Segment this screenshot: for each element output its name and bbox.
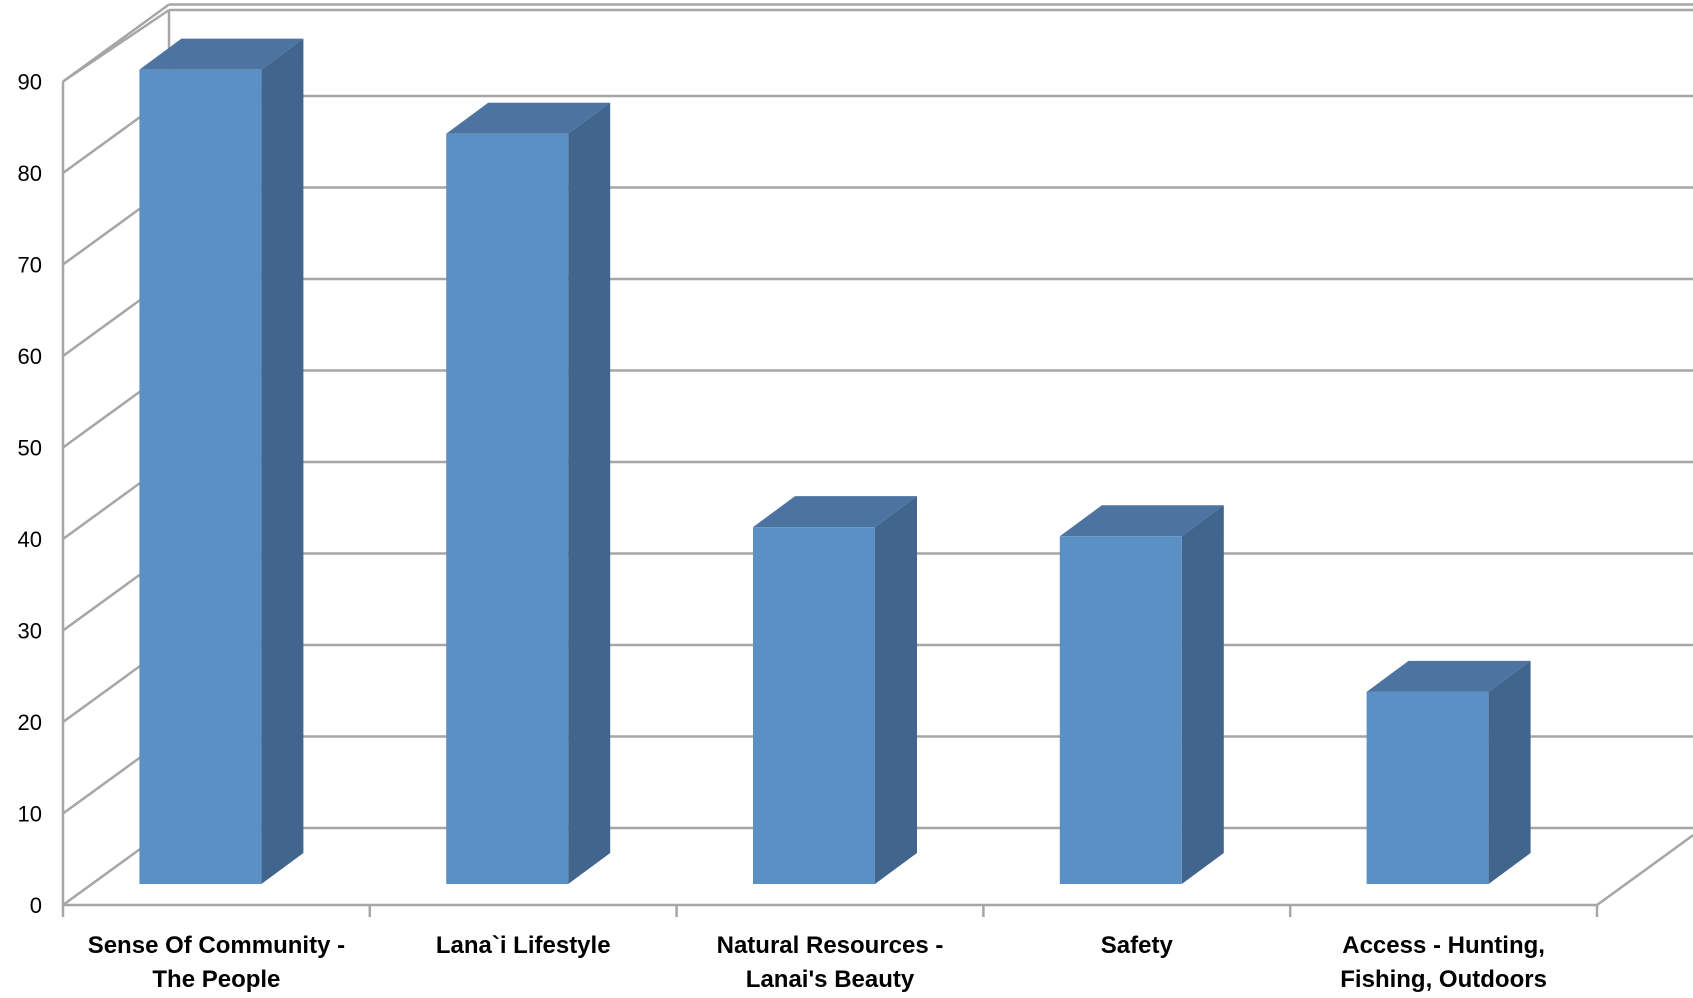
bar-front-face bbox=[753, 527, 875, 884]
bar-top-face bbox=[1366, 660, 1531, 692]
bar-1 bbox=[139, 38, 304, 884]
category-label-line: Access - Hunting, bbox=[1342, 932, 1545, 959]
category-label: Access - Hunting, Fishing, Outdoors bbox=[1340, 932, 1547, 993]
category-label-line: Natural Resources - bbox=[717, 932, 944, 959]
bar-2 bbox=[446, 102, 611, 884]
bar-top-face bbox=[753, 496, 917, 528]
bar-front-face bbox=[1366, 691, 1489, 884]
category-labels: Sense Of Community - The People Lana`i Lif… bbox=[88, 932, 1547, 993]
bar-5 bbox=[1366, 660, 1531, 884]
category-label: Natural Resources - Lanai's Beauty bbox=[717, 932, 944, 993]
bar-4 bbox=[1059, 505, 1224, 884]
y-tick-label: 30 bbox=[18, 619, 42, 644]
y-tick-label: 0 bbox=[30, 893, 42, 918]
y-tick-label: 70 bbox=[18, 253, 42, 278]
category-label-line: Lana`i Lifestyle bbox=[436, 932, 611, 959]
category-label-line: Fishing, Outdoors bbox=[1340, 966, 1547, 993]
bar-side-face bbox=[1488, 660, 1531, 884]
floor-right-edge bbox=[1596, 834, 1693, 907]
category-label: Safety bbox=[1101, 932, 1174, 959]
category-label: Sense Of Community - The People bbox=[88, 932, 345, 993]
y-tick-label: 80 bbox=[18, 161, 42, 186]
y-tick-labels: 0 10 20 30 40 50 60 70 80 90 bbox=[18, 70, 42, 919]
category-label: Lana`i Lifestyle bbox=[436, 932, 611, 959]
y-tick-label: 20 bbox=[18, 710, 42, 735]
gridline-side-90 bbox=[62, 3, 170, 83]
bar-front-face bbox=[139, 69, 262, 884]
gridlines bbox=[62, 3, 1693, 907]
bar-side-face bbox=[261, 38, 304, 884]
y-tick-label: 40 bbox=[18, 527, 42, 552]
bar-front-face bbox=[1059, 536, 1182, 884]
bar-top-face bbox=[139, 38, 304, 70]
bar-front-face bbox=[446, 133, 569, 884]
category-label-line: The People bbox=[152, 966, 280, 993]
y-tick-label: 60 bbox=[18, 344, 42, 369]
bar-side-face bbox=[1181, 505, 1224, 884]
category-label-line: Safety bbox=[1101, 932, 1174, 959]
category-label-line: Lanai's Beauty bbox=[746, 966, 915, 993]
y-tick-label: 90 bbox=[18, 70, 42, 95]
bar-top-face bbox=[446, 102, 611, 134]
y-tick-label: 10 bbox=[18, 802, 42, 827]
y-tick-label: 50 bbox=[18, 436, 42, 461]
bars bbox=[139, 38, 1531, 884]
bar-side-face bbox=[568, 102, 611, 884]
bar-top-face bbox=[1059, 505, 1224, 537]
category-label-line: Sense Of Community - bbox=[88, 932, 345, 959]
bar-3 bbox=[753, 496, 917, 884]
bar-side-face bbox=[875, 496, 917, 884]
